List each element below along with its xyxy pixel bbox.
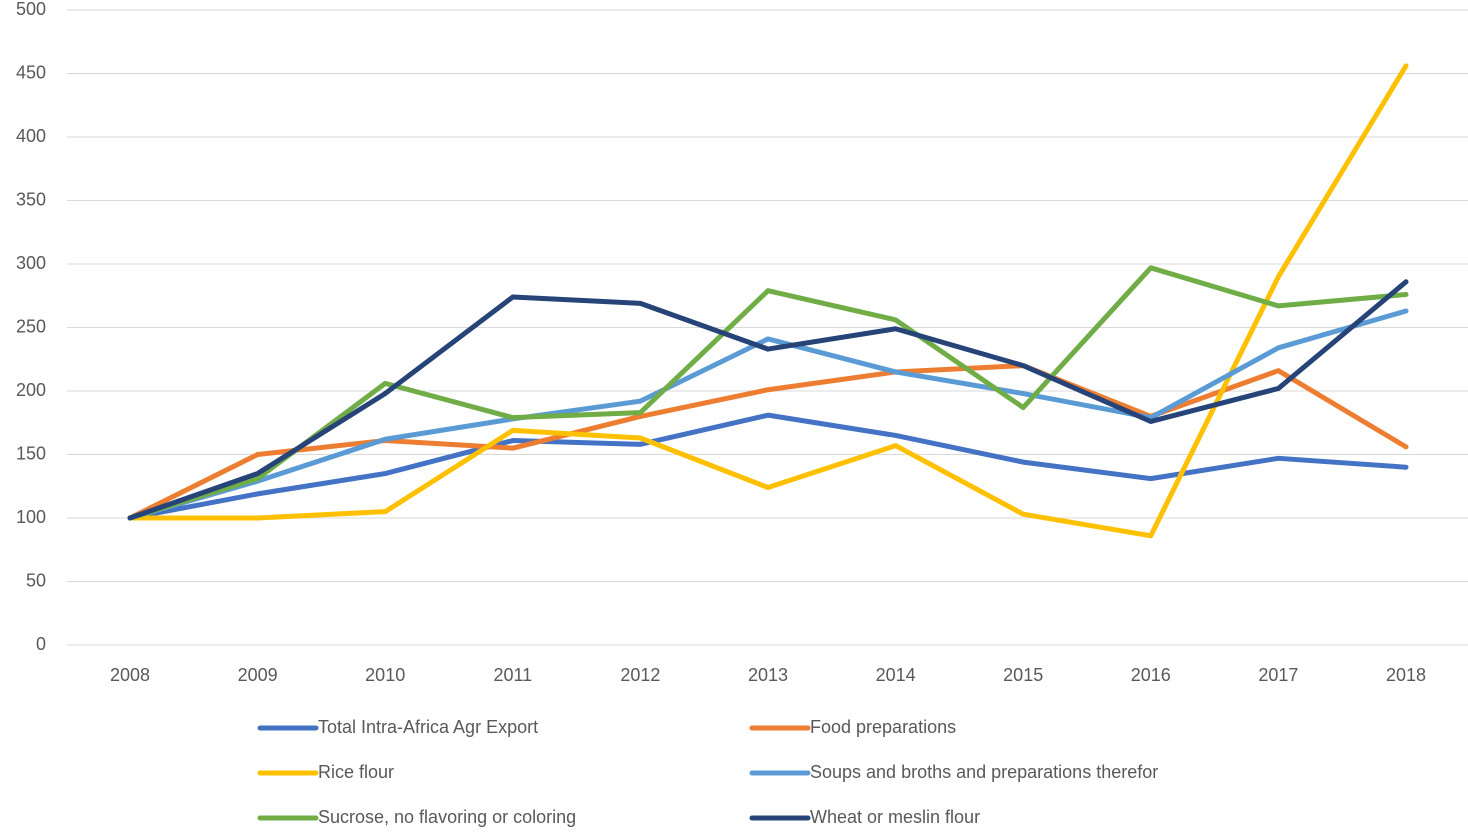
- y-tick-label: 50: [26, 570, 46, 590]
- x-tick-label: 2018: [1386, 665, 1426, 685]
- x-tick-label: 2010: [365, 665, 405, 685]
- y-tick-label: 450: [16, 62, 46, 82]
- legend-label: Total Intra-Africa Agr Export: [318, 717, 538, 737]
- legend-label: Rice flour: [318, 762, 394, 782]
- legend-label: Soups and broths and preparations theref…: [810, 762, 1158, 782]
- y-tick-label: 350: [16, 189, 46, 209]
- series-line: [127, 63, 1409, 539]
- y-tick-label: 500: [16, 0, 46, 19]
- y-tick-label: 200: [16, 380, 46, 400]
- x-tick-label: 2016: [1131, 665, 1171, 685]
- y-tick-label: 300: [16, 253, 46, 273]
- legend-label: Wheat or meslin flour: [810, 807, 980, 827]
- series-line: [127, 412, 1409, 521]
- y-tick-label: 250: [16, 316, 46, 336]
- x-tick-label: 2011: [493, 665, 532, 685]
- y-tick-label: 100: [16, 507, 46, 527]
- x-tick-label: 2014: [876, 665, 916, 685]
- series-line: [127, 265, 1409, 521]
- legend-label: Sucrose, no flavoring or coloring: [318, 807, 576, 827]
- y-tick-label: 400: [16, 126, 46, 146]
- series-line: [127, 279, 1409, 521]
- x-tick-label: 2017: [1258, 665, 1298, 685]
- x-tick-label: 2009: [238, 665, 278, 685]
- x-tick-label: 2013: [748, 665, 788, 685]
- x-tick-label: 2015: [1003, 665, 1043, 685]
- y-tick-label: 0: [36, 634, 46, 654]
- x-tick-label: 2012: [620, 665, 660, 685]
- series-line: [127, 308, 1409, 521]
- legend-label: Food preparations: [810, 717, 956, 737]
- x-tick-label: 2008: [110, 665, 150, 685]
- series-line: [127, 363, 1409, 521]
- y-tick-label: 150: [16, 443, 46, 463]
